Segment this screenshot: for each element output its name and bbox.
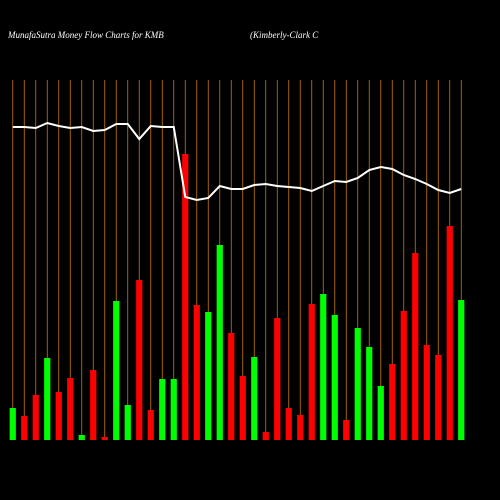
- bar: [446, 226, 453, 440]
- bar: [90, 370, 97, 440]
- bar: [274, 318, 281, 440]
- bar: [55, 392, 62, 440]
- bar: [377, 386, 384, 440]
- bar: [136, 280, 143, 440]
- bar: [423, 345, 430, 440]
- bar: [101, 437, 108, 440]
- bar: [239, 376, 246, 440]
- bar: [78, 435, 85, 440]
- bar: [366, 347, 373, 440]
- bar: [320, 294, 327, 440]
- bar: [458, 300, 465, 440]
- bar: [343, 420, 350, 440]
- bar: [331, 315, 338, 440]
- bar: [435, 355, 442, 440]
- bar: [216, 245, 223, 440]
- bar: [9, 408, 16, 440]
- bar: [228, 333, 235, 440]
- bar: [159, 379, 166, 440]
- bar: [308, 304, 315, 440]
- bar: [400, 311, 407, 440]
- bar: [205, 312, 212, 440]
- bar: [170, 379, 177, 440]
- bar: [124, 405, 131, 440]
- bar: [262, 432, 269, 440]
- bar: [113, 301, 120, 440]
- bar: [354, 328, 361, 440]
- bar: [389, 364, 396, 440]
- bar: [412, 253, 419, 440]
- bar: [147, 410, 154, 440]
- bar: [285, 408, 292, 440]
- chart-subtitle: (Kimberly-Clark C: [250, 30, 319, 40]
- bar: [44, 358, 51, 440]
- bar: [297, 415, 304, 440]
- bar: [32, 395, 39, 440]
- bar: [21, 416, 28, 440]
- bar: [67, 378, 74, 440]
- bar: [193, 305, 200, 440]
- bar: [251, 357, 258, 440]
- money-flow-line: [12, 121, 462, 202]
- chart-title: MunafaSutra Money Flow Charts for KMB: [7, 30, 164, 40]
- bar: [182, 154, 189, 440]
